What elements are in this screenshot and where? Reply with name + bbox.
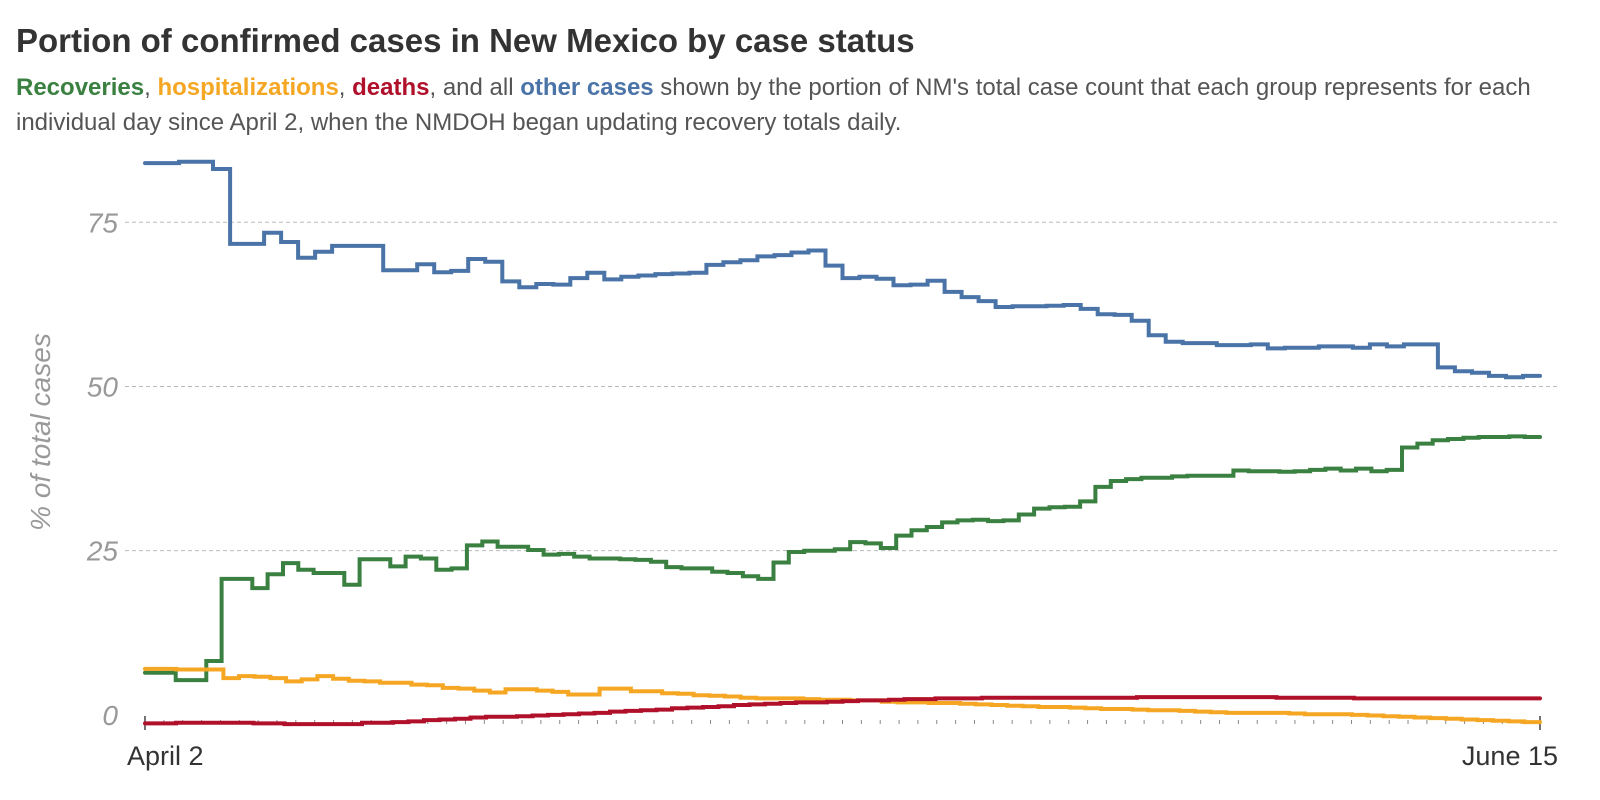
series-lines [143,159,1542,727]
chart-subtitle: Recoveries, hospitalizations, deaths, an… [16,70,1576,140]
x-tick-label: June 15 [1462,741,1558,771]
series-line-recoveries [143,434,1542,683]
series-line-other [143,159,1542,380]
subtitle-separator: , [144,74,158,101]
legend-recoveries: Recoveries [16,74,145,101]
y-tick-label: 25 [86,536,119,567]
series-line-deaths [143,695,1542,727]
legend-other-cases: other cases [520,74,654,101]
y-tick-label: 0 [102,700,118,731]
subtitle-description: shown by the portion of NM's total case … [16,74,1531,136]
x-axis: April 2 June 15 [127,716,1558,771]
subtitle-separator: , and all [429,74,521,101]
x-tick-label: April 2 [127,741,204,771]
legend-hospitalizations: hospitalizations [157,74,339,101]
y-tick-label: 50 [87,371,119,402]
y-axis-ticks: 0 25 50 75 [86,207,119,731]
y-axis-label: % of total cases [25,333,56,531]
legend-deaths: deaths [352,74,430,101]
chart-title: Portion of confirmed cases in New Mexico… [16,22,915,59]
subtitle-separator: , [338,74,353,101]
y-tick-label: 75 [87,207,119,238]
series-line-hospitalizations [143,666,1542,725]
